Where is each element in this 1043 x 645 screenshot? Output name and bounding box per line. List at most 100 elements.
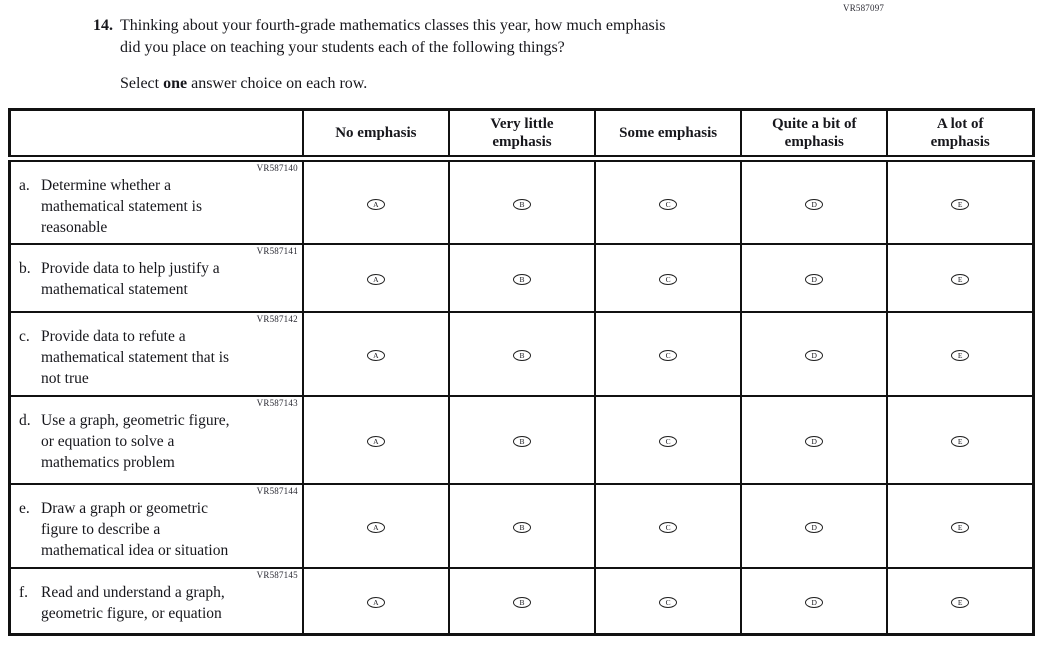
row-text: Use a graph, geometric figure, or equati… xyxy=(41,412,230,471)
choice-cell: B xyxy=(447,567,597,635)
column-header-very-little-emphasis: Very little emphasis xyxy=(447,108,597,162)
choice-cell: D xyxy=(740,483,889,569)
bubble-row-b-choice-b[interactable]: B xyxy=(512,274,531,286)
bubble-row-f-choice-a[interactable]: A xyxy=(366,597,385,608)
choice-cell: C xyxy=(594,395,743,485)
prompt-bold-one: one xyxy=(163,75,188,92)
bubble-row-e-choice-e[interactable]: E xyxy=(951,522,970,534)
header-line: emphasis xyxy=(930,134,990,150)
choice-cell: A xyxy=(301,243,450,313)
row-code: VR587145 xyxy=(256,570,298,580)
row-label-cell-e: VR587144 e. Draw a graph or geometric fi… xyxy=(8,483,304,569)
choice-cell: D xyxy=(740,157,889,245)
row-text: Draw a graph or geometric figure to desc… xyxy=(41,500,229,559)
bubble-row-b-choice-a[interactable]: A xyxy=(366,274,385,286)
choice-cell: C xyxy=(594,243,743,313)
question-text-line: did you place on teaching your students … xyxy=(120,39,565,56)
row-letter: a. xyxy=(19,177,30,194)
bubble-row-b-choice-c[interactable]: C xyxy=(659,274,678,286)
choice-cell: E xyxy=(886,243,1035,313)
table-row-d: VR587143 d. Use a graph, geometric figur… xyxy=(8,395,1035,485)
choice-cell: A xyxy=(301,311,450,397)
header-line: A lot of xyxy=(936,116,984,132)
row-letter: b. xyxy=(19,260,31,277)
choice-cell: C xyxy=(594,567,743,635)
choice-cell: D xyxy=(740,311,889,397)
table-row-e: VR587144 e. Draw a graph or geometric fi… xyxy=(8,483,1035,569)
choice-cell: A xyxy=(301,395,450,485)
choice-cell: B xyxy=(447,483,597,569)
header-line: emphasis xyxy=(784,134,844,150)
bubble-row-d-choice-c[interactable]: C xyxy=(659,436,678,448)
question-number: 14. xyxy=(93,17,113,34)
table-row-a: VR587140 a. Determine whether a mathemat… xyxy=(8,157,1035,245)
row-code: VR587142 xyxy=(256,314,298,324)
row-text: Read and understand a graph, geometric f… xyxy=(41,584,225,622)
row-code: VR587144 xyxy=(256,486,298,496)
bubble-row-d-choice-a[interactable]: A xyxy=(366,436,385,448)
choice-cell: C xyxy=(594,311,743,397)
header-line: No emphasis xyxy=(335,125,417,141)
choice-cell: C xyxy=(594,483,743,569)
header-line: Some emphasis xyxy=(619,125,718,141)
header-line: emphasis xyxy=(492,134,552,150)
bubble-row-b-choice-e[interactable]: E xyxy=(951,274,970,286)
bubble-row-a-choice-c[interactable]: C xyxy=(659,198,678,210)
choice-cell: B xyxy=(447,311,597,397)
header-row: No emphasis Very little emphasis Some em… xyxy=(8,108,1035,162)
bubble-row-e-choice-a[interactable]: A xyxy=(366,522,385,534)
bubble-row-d-choice-b[interactable]: B xyxy=(512,436,531,448)
question-text-line: Thinking about your fourth-grade mathema… xyxy=(120,17,666,34)
choice-cell: A xyxy=(301,567,450,635)
choice-cell: E xyxy=(886,157,1035,245)
bubble-row-a-choice-d[interactable]: D xyxy=(805,198,824,210)
choice-cell: E xyxy=(886,567,1035,635)
column-header-no-emphasis: No emphasis xyxy=(301,108,450,162)
choice-cell: D xyxy=(740,395,889,485)
bubble-row-d-choice-d[interactable]: D xyxy=(805,436,824,448)
bubble-row-a-choice-e[interactable]: E xyxy=(951,198,970,210)
row-code: VR587143 xyxy=(256,398,298,408)
bubble-row-c-choice-d[interactable]: D xyxy=(805,350,824,362)
bubble-row-c-choice-a[interactable]: A xyxy=(366,350,385,362)
bubble-row-b-choice-d[interactable]: D xyxy=(805,274,824,286)
choice-cell: B xyxy=(447,395,597,485)
bubble-row-a-choice-a[interactable]: A xyxy=(366,198,385,210)
row-label-cell-c: VR587142 c. Provide data to refute a mat… xyxy=(8,311,304,397)
header-line: Very little xyxy=(490,116,554,132)
row-label-cell-b: VR587141 b. Provide data to help justify… xyxy=(8,243,304,313)
bubble-row-f-choice-c[interactable]: C xyxy=(659,597,678,608)
row-label-cell-f: VR587145 f. Read and understand a graph,… xyxy=(8,567,304,635)
choice-cell: D xyxy=(740,243,889,313)
bubble-row-e-choice-d[interactable]: D xyxy=(805,522,824,534)
row-letter: f. xyxy=(19,584,29,601)
table-row-c: VR587142 c. Provide data to refute a mat… xyxy=(8,311,1035,397)
row-code: VR587140 xyxy=(256,163,298,173)
choice-cell: E xyxy=(886,311,1035,397)
column-header-quite-a-bit-of-emphasis: Quite a bit of emphasis xyxy=(740,108,889,162)
bubble-row-f-choice-d[interactable]: D xyxy=(805,597,824,608)
bubble-row-c-choice-c[interactable]: C xyxy=(659,350,678,362)
bubble-row-e-choice-c[interactable]: C xyxy=(659,522,678,534)
column-header-some-emphasis: Some emphasis xyxy=(594,108,743,162)
choice-cell: D xyxy=(740,567,889,635)
bubble-row-c-choice-b[interactable]: B xyxy=(512,350,531,362)
row-label-cell-a: VR587140 a. Determine whether a mathemat… xyxy=(8,157,304,245)
row-letter: c. xyxy=(19,328,30,345)
bubble-row-f-choice-e[interactable]: E xyxy=(951,597,970,608)
question-body: Thinking about your fourth-grade mathema… xyxy=(120,15,665,95)
header-empty-cell xyxy=(8,108,304,162)
table-row-f: VR587145 f. Read and understand a graph,… xyxy=(8,567,1035,635)
emphasis-matrix-table: No emphasis Very little emphasis Some em… xyxy=(8,108,1035,636)
row-letter: d. xyxy=(19,412,31,429)
header-line: Quite a bit of xyxy=(771,116,857,132)
bubble-row-d-choice-e[interactable]: E xyxy=(951,436,970,448)
bubble-row-f-choice-b[interactable]: B xyxy=(512,597,531,608)
bubble-row-e-choice-b[interactable]: B xyxy=(512,522,531,534)
bubble-row-a-choice-b[interactable]: B xyxy=(512,198,531,210)
form-code: VR587097 xyxy=(843,3,885,13)
choice-cell: E xyxy=(886,483,1035,569)
bubble-row-c-choice-e[interactable]: E xyxy=(951,350,970,362)
column-header-a-lot-of-emphasis: A lot of emphasis xyxy=(886,108,1035,162)
